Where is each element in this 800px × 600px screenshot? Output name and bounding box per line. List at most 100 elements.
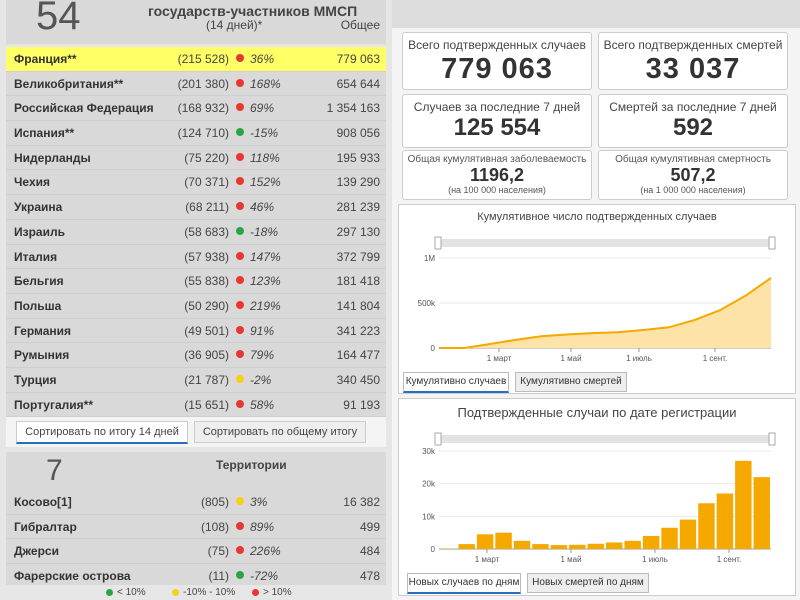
red-dot-icon (236, 521, 244, 530)
row-14-day-count: (68 211) (185, 200, 229, 215)
daily-chart-title: Подтвержденные случаи по дате регистраци… (457, 405, 737, 420)
cumulative-chart-title: Кумулятивное число подтвержденных случае… (477, 211, 717, 223)
row-14-day-count: (50 290) (184, 298, 229, 313)
row-change-pct: 58% (250, 397, 275, 412)
row-name: Испания** (14, 126, 75, 141)
row-name: Румыния (14, 348, 70, 363)
table-row[interactable]: Португалия** (15 651) 58% 91 193 (6, 393, 386, 417)
row-total: 341 223 (336, 323, 380, 338)
daily-bar (753, 477, 770, 549)
tab-cumulative-deaths[interactable]: Кумулятивно смертей (515, 372, 627, 392)
territories-count: 7 (46, 454, 63, 487)
tab-cumulative-cases[interactable]: Кумулятивно случаев (403, 372, 509, 393)
total-cases-label: Всего подтвержденных случаев (408, 38, 586, 52)
range-slider-left-handle (434, 432, 442, 446)
cases-7-days-label: Случаев за последние 7 дней (413, 100, 581, 114)
legend-red-label: > 10% (263, 587, 292, 598)
daily-bar (495, 532, 512, 549)
table-row[interactable]: Косово[1] (805) 3% 16 382 (6, 490, 386, 515)
y-tick-label: 30k (422, 447, 436, 456)
row-change-pct: -72% (250, 569, 279, 584)
table-row[interactable]: Чехия (70 371) 152% 139 290 (6, 170, 386, 196)
table-row[interactable]: Румыния (36 905) 79% 164 477 (6, 343, 386, 368)
daily-bar (716, 493, 734, 549)
cases-7-days-box: Случаев за последние 7 дней 125 554 (402, 94, 592, 148)
red-dot-icon (252, 589, 259, 596)
row-14-day-count: (108) (200, 519, 229, 534)
table-row[interactable]: Турция (21 787) -2% 340 450 (6, 368, 386, 393)
cumulative-chart[interactable]: 0 500k 1M 1 март 1 май 1 июль 1 сент. (399, 233, 795, 393)
daily-bar (513, 540, 531, 549)
table-row[interactable]: Бельгия (55 838) 123% 181 418 (6, 269, 386, 294)
table-row[interactable]: Фарерские острова (11) -72% 478 (6, 564, 386, 585)
table-row[interactable]: Польша (50 290) 219% 141 804 (6, 294, 386, 319)
row-total: 164 477 (336, 348, 380, 363)
table-row[interactable]: Джерси (75) 226% 484 (6, 539, 386, 565)
row-total: 484 (359, 544, 380, 559)
legend-yellow-label: -10% - 10% (183, 587, 236, 598)
tab-new-cases[interactable]: Новых случаев по дням (407, 573, 521, 594)
sort-14-days-button[interactable]: Сортировать по итогу 14 дней (16, 421, 188, 444)
daily-chart[interactable]: 0 10k 20k 30k 1 март 1 май 1 июль 1 сент. (399, 429, 795, 589)
red-dot-icon (236, 152, 244, 161)
cumulative-area (439, 277, 771, 348)
x-tick-label: 1 март (487, 354, 512, 363)
daily-bar (735, 460, 752, 549)
yellow-dot-icon (236, 497, 244, 505)
table-row[interactable]: Италия (57 938) 147% 372 799 (6, 245, 386, 270)
red-dot-icon (236, 350, 244, 359)
row-name: Франция** (14, 52, 77, 66)
row-total: 499 (359, 519, 380, 534)
green-dot-icon (236, 571, 244, 580)
row-change-pct: 147% (250, 249, 281, 264)
table-row[interactable]: Великобритания** (201 380) 168% 654 644 (6, 72, 386, 97)
range-slider-track (435, 239, 775, 247)
row-14-day-count: (215 528) (177, 52, 229, 66)
red-dot-icon (236, 276, 244, 285)
total-cases-box: Всего подтвержденных случаев 779 063 (402, 32, 592, 90)
mortality-note: (на 1 000 000 населения) (640, 185, 746, 195)
territories-header: 7 Территории (6, 452, 386, 490)
territories-title: Территории (216, 458, 287, 472)
territories-list[interactable]: Косово[1] (805) 3% 16 382 Гибралтар (108) 89% 4… (6, 490, 386, 585)
table-row[interactable]: Испания** (124 710) -15% 908 056 (6, 121, 386, 146)
red-dot-icon (236, 251, 244, 260)
row-14-day-count: (124 710) (177, 126, 229, 141)
row-14-day-count: (75 220) (184, 150, 229, 165)
red-dot-icon (236, 78, 244, 87)
incidence-value: 1196,2 (469, 165, 525, 185)
row-change-pct: 168% (250, 76, 281, 91)
table-row[interactable]: Украина (68 211) 46% 281 239 (6, 195, 386, 220)
table-row[interactable]: Израиль (58 683) -18% 297 130 (6, 220, 386, 245)
table-row[interactable]: Нидерланды (75 220) 118% 195 933 (6, 146, 386, 171)
row-name: Турция (14, 372, 57, 387)
daily-chart-panel: Подтвержденные случаи по дате регистраци… (398, 398, 796, 596)
row-14-day-count: (15 651) (184, 397, 229, 412)
y-tick-label: 1M (424, 254, 435, 263)
table-row[interactable]: Российская Федерация (168 932) 69% 1 354 16… (6, 96, 386, 122)
daily-bar (606, 542, 623, 549)
table-row[interactable]: Гибралтар (108) 89% 499 (6, 515, 386, 540)
daily-bar (587, 543, 604, 549)
table-row[interactable]: Германия (49 501) 91% 341 223 (6, 319, 386, 344)
row-name: Фарерские острова (14, 569, 131, 584)
tab-new-deaths[interactable]: Новых смертей по дням (527, 573, 649, 593)
row-14-day-count: (75) (207, 544, 229, 559)
countries-list[interactable]: Франция** (215 528) 36% 779 063 Великобритан… (6, 47, 386, 417)
table-row[interactable]: Франция** (215 528) 36% 779 063 (6, 47, 386, 72)
row-change-pct: 3% (250, 495, 268, 509)
row-change-pct: -15% (250, 126, 279, 141)
range-slider-right-handle (768, 432, 776, 446)
legend-green-label: < 10% (117, 587, 146, 598)
total-deaths-value: 33 037 (645, 53, 741, 85)
row-change-pct: -2% (250, 372, 272, 387)
x-tick-label: 1 май (560, 354, 581, 363)
row-14-day-count: (70 371) (184, 175, 229, 190)
sort-total-button[interactable]: Сортировать по общему итогу (194, 421, 366, 443)
row-change-pct: 118% (250, 150, 280, 165)
row-total: 91 193 (343, 397, 380, 412)
row-14-day-count: (201 380) (177, 76, 229, 91)
deaths-7-days-value: 592 (672, 114, 714, 141)
range-slider-left-handle (434, 236, 442, 250)
red-dot-icon (236, 103, 244, 112)
